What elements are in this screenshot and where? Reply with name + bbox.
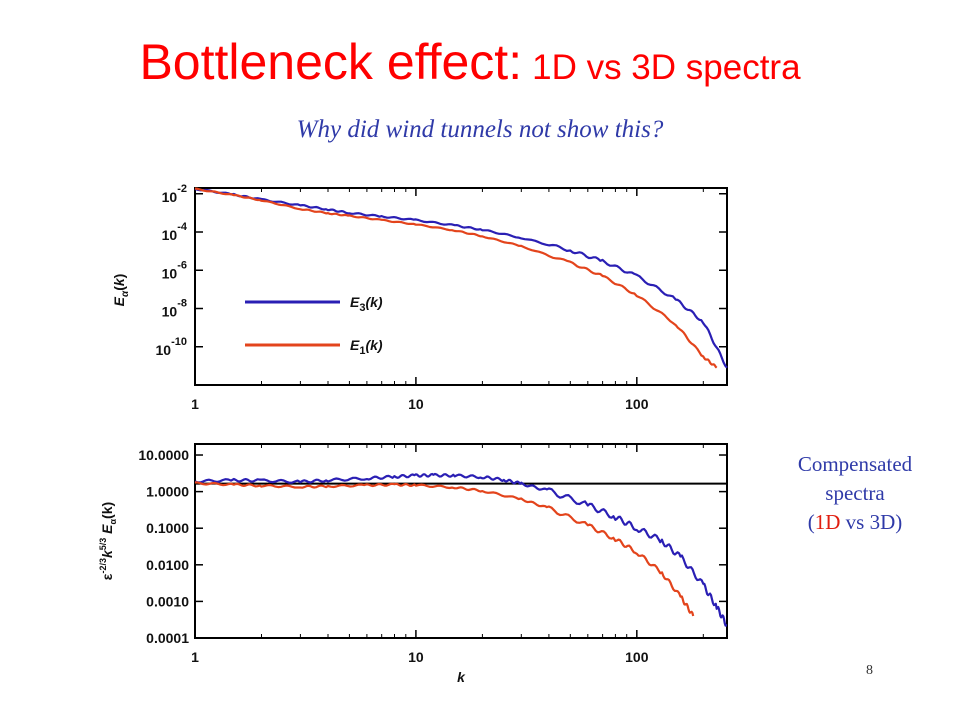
x-tick-label: 1: [191, 396, 199, 412]
y-tick-label: 10.0000: [138, 447, 189, 463]
x-tick-label: 10: [408, 396, 424, 412]
slide-subtitle: Why did wind tunnels not show this?: [296, 116, 664, 143]
x-tick-label: 100: [625, 649, 649, 665]
compensated-spectrum-chart: 1 10 100 10.0000 1.0000 0.1000 0.0100 0.0010 0.…: [98, 443, 728, 685]
slide-title: Bottleneck effect: 1D vs 3D spectra: [0, 24, 940, 106]
y-tick-label: 0.0001: [146, 630, 189, 646]
x-tick-label: 10: [408, 649, 424, 665]
top-plot-frame: [194, 187, 728, 386]
slide-title-main: Bottleneck effect:: [139, 34, 523, 90]
top-y-axis: 10-2 10-4 10-6 10-8 10-10: [156, 183, 727, 358]
bottom-y-axis-label: ε-2/3k5/3 Eα(k): [98, 502, 118, 580]
compensated-note-line3: (1D vs 3D): [807, 510, 903, 534]
y-tick-label: 0.1000: [146, 520, 189, 536]
y-tick-label: 10-6: [162, 259, 187, 281]
y-tick-label: 0.0100: [146, 557, 189, 573]
bottom-y-axis: 10.0000 1.0000 0.1000 0.0100 0.0010 0.0001: [138, 447, 727, 646]
x-tick-label: 1: [191, 649, 199, 665]
y-tick-label: 1.0000: [146, 484, 189, 500]
compensated-note: Compensated spectra (1D vs 3D): [760, 450, 950, 537]
y-tick-label: 10-2: [162, 183, 187, 205]
page-number: 8: [866, 663, 873, 678]
top-x-axis: 1 10 100: [191, 188, 704, 412]
slide-title-sub: 1D vs 3D spectra: [532, 48, 801, 87]
y-tick-label: 10-4: [162, 221, 188, 243]
series-line-e3k-panel0: [194, 187, 728, 369]
bottom-plot-frame: [194, 443, 728, 639]
legend-label-e1: E1(k): [350, 337, 383, 357]
y-tick-label: 10-10: [156, 336, 187, 358]
x-tick-label: 100: [625, 396, 649, 412]
bottom-x-axis-label: k: [457, 669, 466, 685]
top-y-axis-label: Eα(k): [111, 274, 131, 307]
compensated-note-line1: Compensated: [797, 452, 913, 476]
series-line-e1-panel1: [194, 481, 695, 617]
series-line-e3-panel1: [194, 472, 728, 627]
legend-label-e3: E3(k): [350, 294, 383, 314]
y-tick-label: 10-8: [162, 298, 187, 320]
bottom-series-group: [194, 472, 728, 627]
energy-spectrum-chart: 1 10 100 10-2 10-4 10-6 10-8 10-10 Eα(k) E3(k)…: [111, 183, 728, 412]
top-series-group: [194, 187, 728, 369]
y-tick-label: 0.0010: [146, 593, 189, 609]
note-1d: 1D: [814, 510, 841, 534]
compensated-note-line2: spectra: [825, 481, 885, 505]
bottom-x-axis: 1 10 100: [191, 444, 704, 665]
series-line-e1k-panel0: [194, 187, 718, 369]
legend: E3(k) E1(k): [245, 294, 383, 357]
